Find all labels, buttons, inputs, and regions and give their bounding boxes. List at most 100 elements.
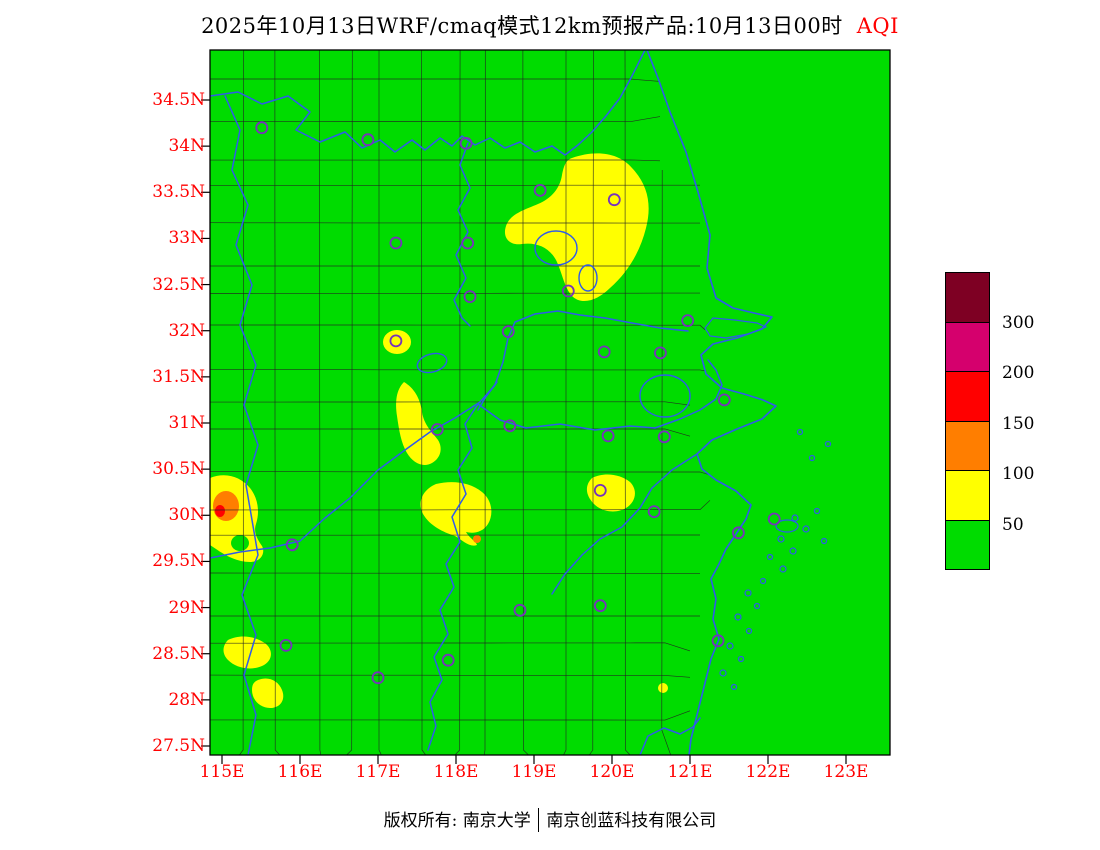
county-border-line xyxy=(346,50,353,755)
lat-tick-label: 31.5N xyxy=(152,366,205,387)
city-markers xyxy=(255,121,781,685)
lon-tick-label: 121E xyxy=(667,762,713,782)
city-marker xyxy=(593,599,607,613)
city-marker xyxy=(607,193,621,207)
colorbar-label: 200 xyxy=(1002,363,1035,383)
county-border-line xyxy=(210,428,691,437)
county-border-line xyxy=(239,50,245,755)
city-marker xyxy=(255,121,269,135)
taihu-lake xyxy=(639,374,691,418)
copyright-owner: 版权所有: 南京大学 xyxy=(383,811,531,831)
chaohu-lake xyxy=(416,352,448,374)
aqi-yellow-patches xyxy=(210,153,668,708)
city-marker xyxy=(503,419,517,433)
city-marker xyxy=(389,236,403,250)
map-area xyxy=(210,50,890,755)
map-frame xyxy=(209,49,891,756)
county-border-line xyxy=(210,78,661,82)
lat-tick-label: 34.5N xyxy=(152,90,205,110)
lon-tick-label: 122E xyxy=(745,762,791,782)
lat-tick-label: 27.5N xyxy=(152,736,205,756)
lat-tick-label: 32N xyxy=(168,320,205,341)
city-marker xyxy=(732,526,745,540)
aqi-colorbar: 300 200 150 100 50 xyxy=(945,272,1034,570)
footer-divider-bar xyxy=(537,808,540,832)
county-border-line xyxy=(624,50,631,755)
city-marker xyxy=(657,430,671,444)
city-marker xyxy=(459,136,473,150)
colorbar-swatch xyxy=(945,371,990,422)
city-marker xyxy=(371,671,385,685)
axis-ticks xyxy=(201,99,847,764)
colorbar-label: 100 xyxy=(1002,464,1035,484)
city-marker xyxy=(767,512,781,526)
county-border-line xyxy=(274,50,281,755)
city-marker xyxy=(601,429,615,443)
county-border-line xyxy=(589,50,594,755)
county-border-line xyxy=(210,369,706,372)
lat-tick-label: 31N xyxy=(168,413,205,433)
lat-tick-label: 28.5N xyxy=(152,643,205,664)
city-marker xyxy=(285,538,299,552)
aqi-green-field xyxy=(210,50,890,755)
lat-tick-label: 28N xyxy=(168,689,205,710)
county-border-line xyxy=(454,50,461,755)
copyright-footer: 版权所有: 南京大学 南京创蓝科技有限公司 xyxy=(0,806,1100,832)
lon-tick-label: 117E xyxy=(355,762,401,782)
city-marker xyxy=(430,423,444,436)
colorbar-label: 300 xyxy=(1002,312,1035,333)
lat-tick-label: 30.5N xyxy=(152,459,205,480)
lon-tick-label: 120E xyxy=(589,762,635,782)
lat-tick-label: 34N xyxy=(168,136,205,157)
county-border-line xyxy=(210,116,661,123)
city-marker xyxy=(441,653,455,667)
city-marker xyxy=(533,183,547,197)
city-marker xyxy=(561,284,575,298)
lat-tick-label: 29N xyxy=(168,597,205,618)
title-text: 2025年10月13日WRF/cmaq模式12km预报产品:10月13日00时 xyxy=(201,14,843,38)
city-marker xyxy=(361,133,375,147)
gaoyou-lake xyxy=(578,264,598,292)
lon-tick-label: 116E xyxy=(277,762,323,782)
city-marker xyxy=(501,325,515,339)
colorbar-swatch xyxy=(945,420,990,471)
county-border-line xyxy=(210,674,691,678)
city-marker xyxy=(654,346,667,360)
county-border-line xyxy=(661,170,672,755)
page-title: 2025年10月13日WRF/cmaq模式12km预报产品:10月13日00时 A… xyxy=(0,10,1100,40)
lat-tick-label: 32.5N xyxy=(152,274,205,295)
city-marker xyxy=(593,483,607,497)
islands xyxy=(719,428,832,691)
county-border-line xyxy=(483,50,486,755)
lat-tick-label: 33N xyxy=(168,228,205,249)
city-marker xyxy=(513,603,527,617)
lat-tick-label: 30N xyxy=(168,505,205,526)
county-border-line xyxy=(319,50,322,755)
colorbar-swatch xyxy=(945,519,990,570)
aqi-orange-red-patches xyxy=(213,491,481,551)
lon-tick-label: 115E xyxy=(199,762,245,782)
province-borders xyxy=(210,50,723,755)
hongze-lake xyxy=(534,230,578,266)
city-marker xyxy=(681,314,695,328)
county-border-line xyxy=(210,401,691,406)
lat-tick-label: 29.5N xyxy=(152,551,205,572)
city-marker xyxy=(279,639,293,652)
county-border-line xyxy=(421,50,426,755)
county-borders xyxy=(210,50,711,755)
county-border-line xyxy=(563,50,567,755)
city-marker xyxy=(389,334,403,348)
colorbar-label: 150 xyxy=(1002,413,1035,434)
colorbar-swatch xyxy=(945,272,990,323)
county-border-line xyxy=(210,159,661,162)
city-marker xyxy=(647,505,661,519)
colorbar-label: 50 xyxy=(1002,514,1024,535)
colorbar-swatch xyxy=(945,321,990,372)
city-marker xyxy=(711,634,725,648)
county-border-line xyxy=(210,710,691,721)
lon-tick-label: 119E xyxy=(511,762,557,782)
lon-tick-label: 118E xyxy=(433,762,479,782)
copyright-company: 南京创蓝科技有限公司 xyxy=(546,811,717,831)
